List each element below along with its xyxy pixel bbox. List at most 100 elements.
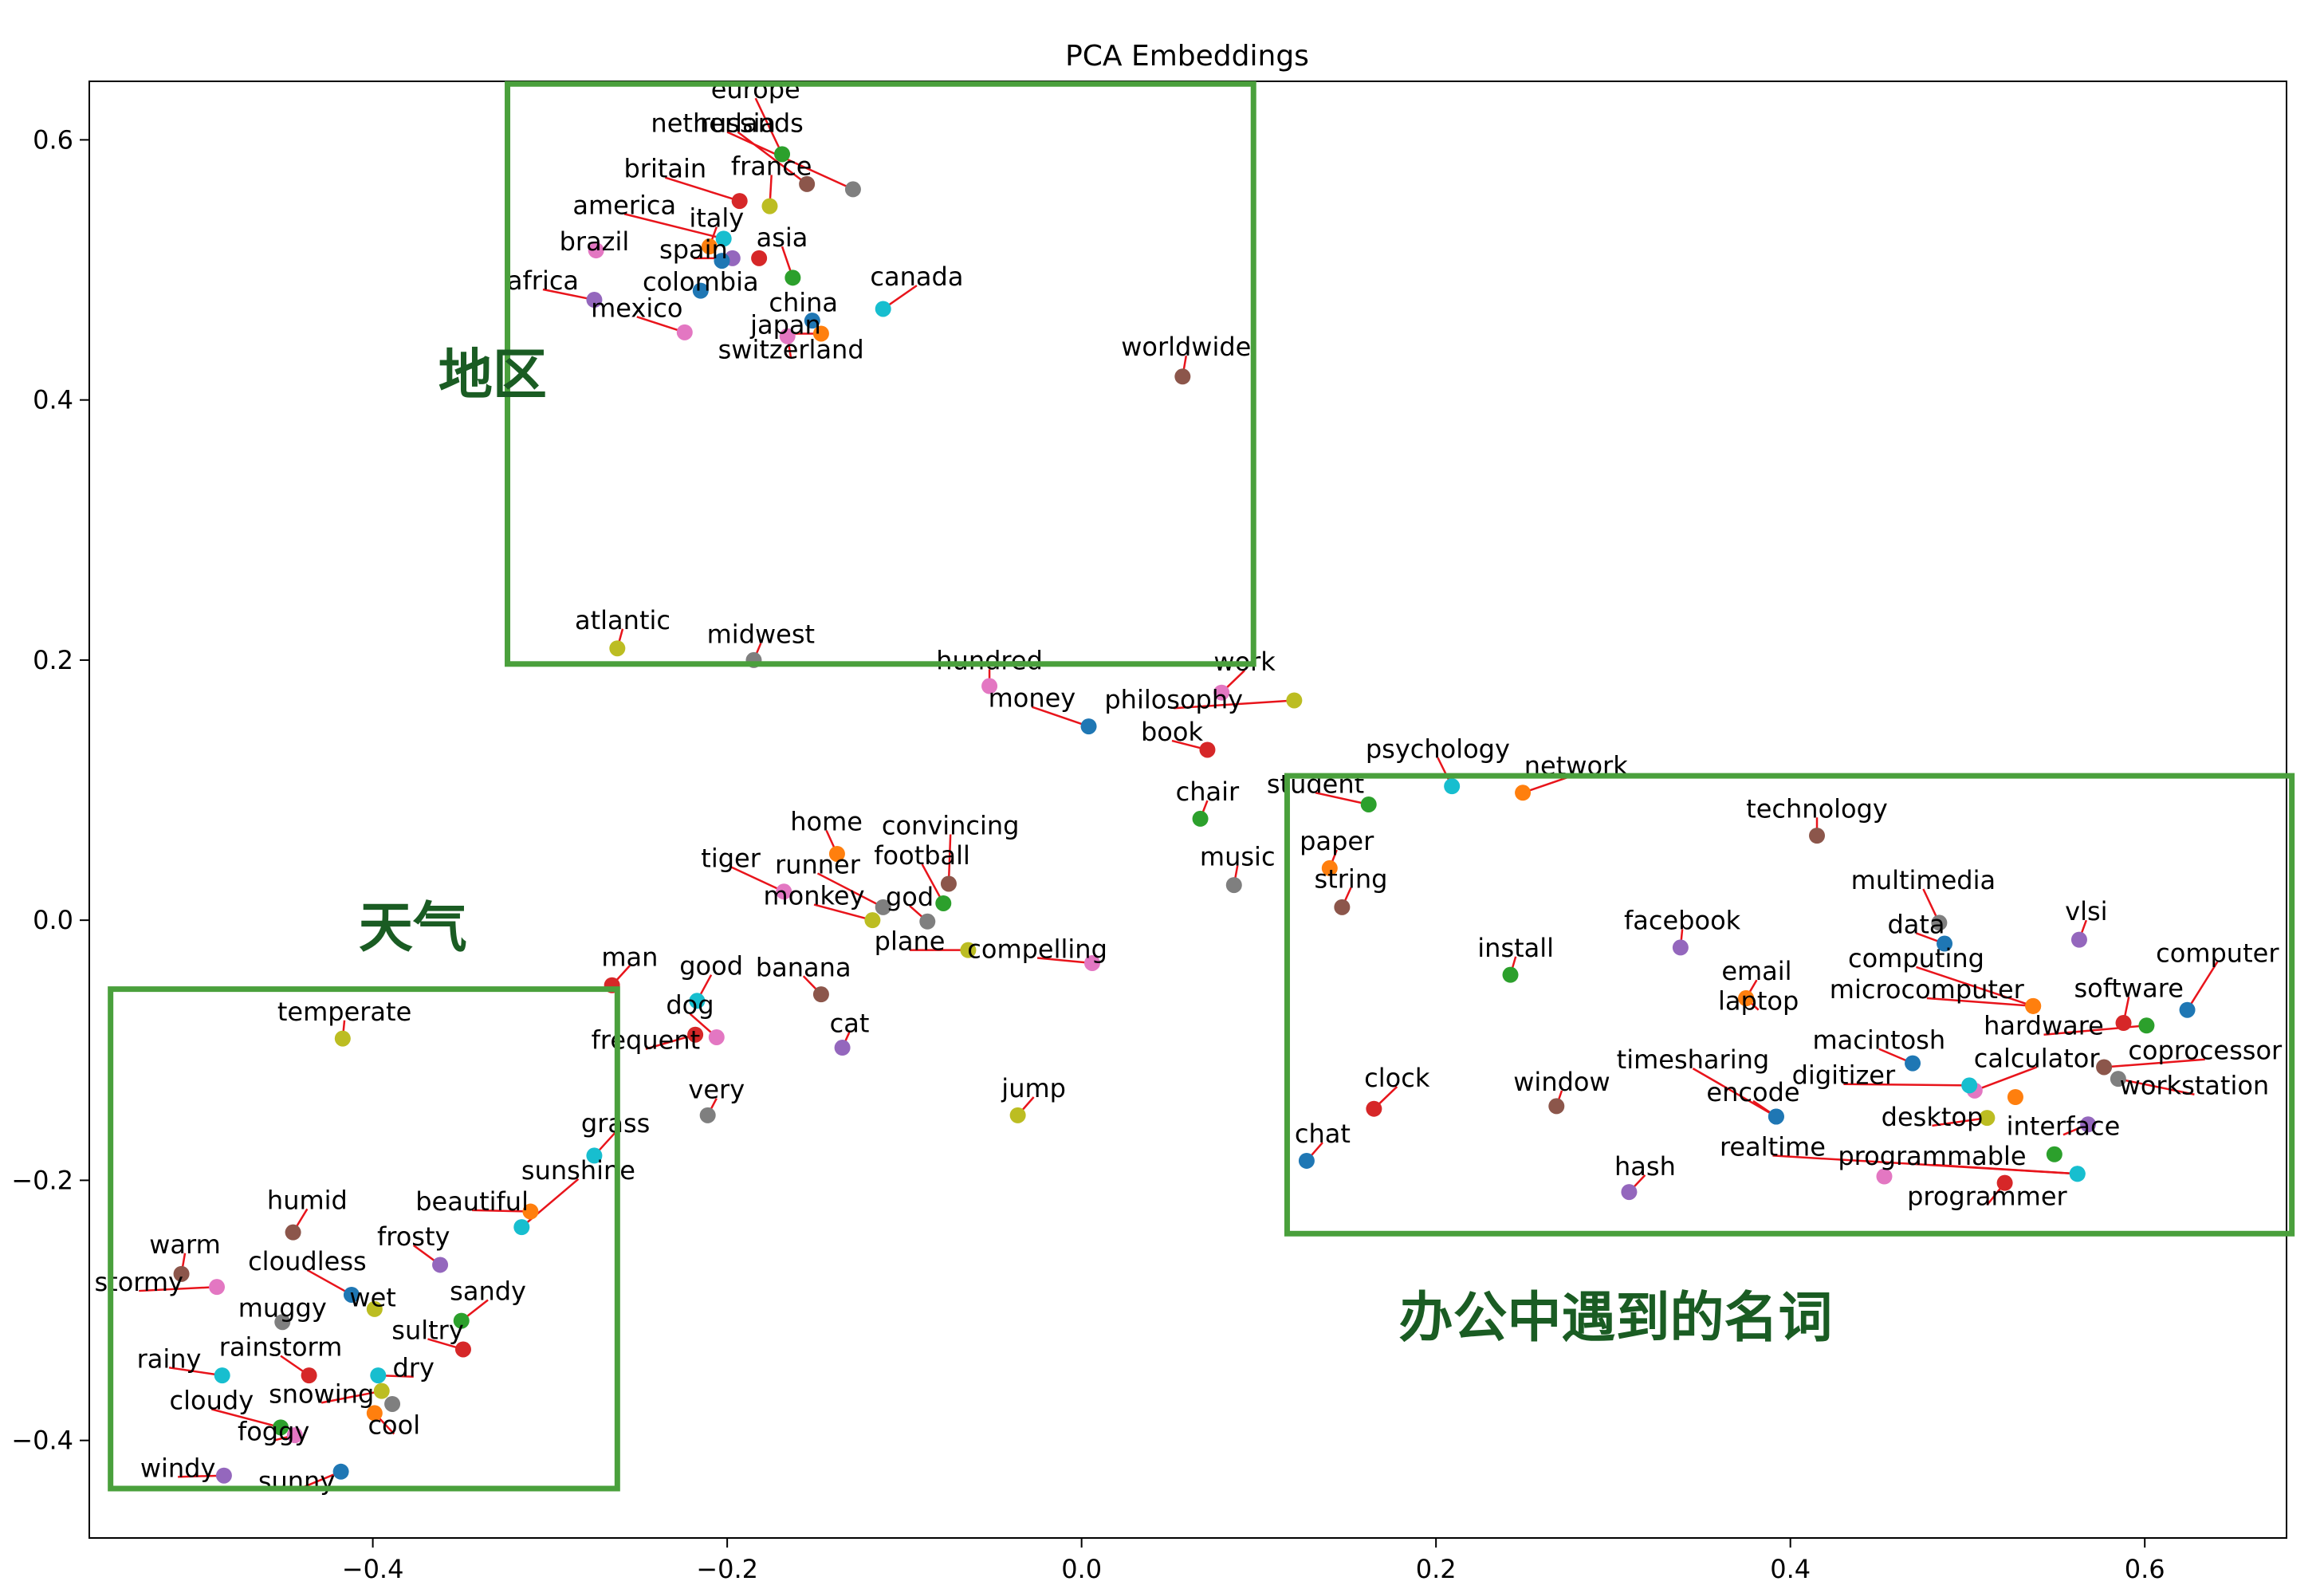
point-label: laptop bbox=[1718, 986, 1799, 1017]
data-point bbox=[2180, 1002, 2196, 1018]
point-label: switzerland bbox=[718, 334, 864, 364]
data-point bbox=[432, 1257, 448, 1272]
point-label: money bbox=[989, 683, 1076, 714]
y-tick-label: 0.6 bbox=[33, 124, 73, 155]
point-label: computer bbox=[2156, 938, 2279, 968]
point-label: football bbox=[874, 840, 970, 871]
point-label: convincing bbox=[882, 810, 1020, 840]
y-tick-label: 0.0 bbox=[33, 905, 73, 935]
point-label: asia bbox=[757, 222, 808, 253]
point-label: paper bbox=[1300, 826, 1374, 856]
data-point bbox=[2116, 1015, 2132, 1031]
data-point bbox=[1673, 939, 1689, 955]
data-point bbox=[709, 1029, 725, 1045]
point-label: realtime bbox=[1720, 1131, 1826, 1162]
point-label: window bbox=[1513, 1067, 1610, 1097]
point-label: facebook bbox=[1624, 906, 1741, 936]
point-label: humid bbox=[267, 1185, 348, 1215]
y-tick-label: 0.4 bbox=[33, 385, 73, 415]
data-point bbox=[374, 1383, 390, 1399]
data-point bbox=[1174, 368, 1190, 384]
point-label: coprocessor bbox=[2128, 1036, 2283, 1066]
point-label: good bbox=[679, 951, 743, 981]
data-point bbox=[875, 301, 891, 317]
point-label: mexico bbox=[591, 293, 682, 323]
point-label: worldwide bbox=[1121, 332, 1251, 362]
cluster-annotation: 地区 bbox=[438, 344, 547, 407]
point-label: plane bbox=[875, 926, 946, 957]
point-label: vlsi bbox=[2065, 896, 2107, 926]
point-label: beautiful bbox=[415, 1186, 529, 1217]
point-label: home bbox=[790, 807, 863, 837]
data-point bbox=[1286, 692, 1302, 708]
point-label: desktop bbox=[1882, 1102, 1984, 1132]
point-label: book bbox=[1141, 717, 1203, 747]
point-label: macintosh bbox=[1812, 1025, 1945, 1056]
data-point bbox=[2070, 1166, 2086, 1182]
y-tick-label: 0.2 bbox=[33, 645, 73, 675]
point-label: god bbox=[886, 882, 934, 912]
point-label: dry bbox=[393, 1353, 435, 1383]
data-point bbox=[1081, 718, 1097, 734]
cluster-annotation: 天气 bbox=[359, 897, 467, 960]
point-label: africa bbox=[507, 265, 579, 296]
point-label: compelling bbox=[967, 934, 1107, 964]
point-label: jump bbox=[1001, 1073, 1066, 1103]
point-label: chair bbox=[1176, 777, 1240, 807]
point-label: philosophy bbox=[1104, 684, 1243, 714]
x-tick-label: 0.2 bbox=[1416, 1554, 1457, 1584]
point-label: programmable bbox=[1838, 1141, 2026, 1171]
plot-area: −0.4 −0.2 0.0 0.2 0.4 0.6−0.4−0.20.00.20.40.6… bbox=[11, 74, 2291, 1584]
point-label: tiger bbox=[701, 843, 761, 873]
point-label: workstation bbox=[2120, 1071, 2270, 1101]
data-point bbox=[609, 640, 625, 656]
point-label: microcomputer bbox=[1830, 974, 2025, 1005]
point-label: frequent bbox=[592, 1025, 701, 1056]
point-label: temperate bbox=[277, 997, 411, 1027]
point-label: warm bbox=[149, 1229, 221, 1260]
data-point bbox=[2071, 932, 2087, 948]
data-point bbox=[845, 181, 861, 197]
cluster-annotation: 办公中遇到的名词 bbox=[1398, 1287, 1832, 1350]
data-point bbox=[209, 1279, 225, 1295]
point-label: europe bbox=[711, 74, 800, 104]
point-label: cloudless bbox=[248, 1246, 367, 1276]
data-point bbox=[935, 895, 951, 911]
point-label: rainstorm bbox=[219, 1332, 343, 1363]
data-point bbox=[1905, 1056, 1921, 1072]
point-label: music bbox=[1200, 842, 1276, 872]
point-label: banana bbox=[756, 952, 851, 982]
point-label: france bbox=[731, 151, 812, 181]
point-label: midwest bbox=[707, 619, 815, 650]
data-point bbox=[1768, 1108, 1784, 1124]
point-label: install bbox=[1477, 933, 1554, 963]
point-label: hash bbox=[1614, 1151, 1676, 1182]
chart-title: PCA Embeddings bbox=[1065, 40, 1309, 73]
data-point bbox=[677, 324, 693, 340]
data-point bbox=[1226, 877, 1242, 893]
point-label: italy bbox=[689, 203, 744, 234]
data-point bbox=[2007, 1089, 2023, 1105]
data-point bbox=[1334, 899, 1350, 915]
data-point bbox=[1503, 967, 1519, 983]
data-point bbox=[2047, 1147, 2063, 1162]
point-label: multimedia bbox=[1851, 865, 1996, 895]
leader-line bbox=[2188, 962, 2218, 1009]
point-label: calculator bbox=[1974, 1043, 2101, 1073]
cluster-box bbox=[508, 84, 1254, 664]
point-label: snowing bbox=[269, 1379, 374, 1409]
point-label: technology bbox=[1746, 793, 1888, 824]
point-label: muggy bbox=[238, 1293, 327, 1324]
point-label: sunny bbox=[258, 1466, 335, 1497]
point-label: britain bbox=[623, 154, 706, 184]
data-point bbox=[1809, 828, 1825, 844]
data-point bbox=[333, 1464, 349, 1480]
data-point bbox=[1444, 778, 1460, 794]
point-label: america bbox=[572, 190, 676, 220]
point-label: interface bbox=[2007, 1111, 2121, 1141]
data-point bbox=[1621, 1184, 1637, 1200]
data-point bbox=[1366, 1101, 1382, 1117]
data-point bbox=[761, 199, 777, 214]
point-label: psychology bbox=[1366, 734, 1510, 764]
